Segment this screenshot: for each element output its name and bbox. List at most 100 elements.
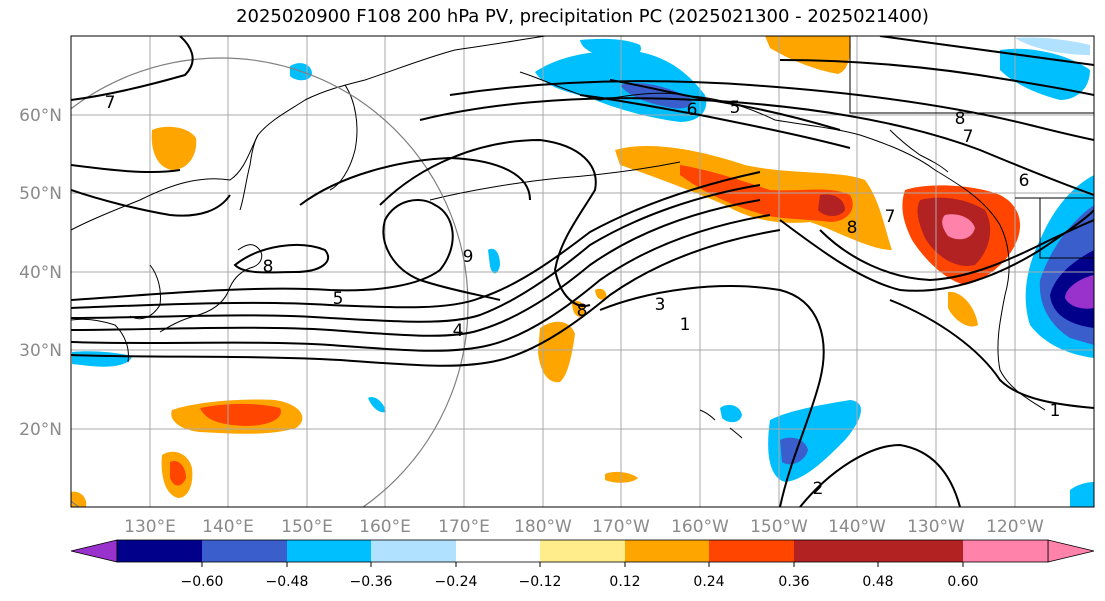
colorbar-tick-label: 0.48 — [862, 574, 893, 590]
contour-label: 7 — [963, 127, 974, 147]
colorbar-tick-label: 0.60 — [947, 574, 978, 590]
colorbar-tick-label: −0.12 — [519, 574, 562, 590]
lat-label: 40°N — [19, 263, 62, 283]
neg-precip-pt1 — [368, 396, 386, 413]
colorbar-tick-label: 0.36 — [778, 574, 809, 590]
contour-label: 8 — [577, 301, 588, 321]
colorbar-segment — [202, 540, 287, 562]
pos-precip-bc-south — [948, 291, 978, 327]
contour-jet-4 — [71, 214, 771, 352]
coast-asia — [71, 36, 546, 231]
colorbar-segment — [287, 540, 371, 562]
colorbar-segment — [709, 540, 794, 562]
contour-label: 5 — [333, 289, 344, 309]
coast-aleutians — [429, 161, 681, 201]
pos-precip-central-small2 — [595, 288, 607, 300]
contour-1-south — [599, 285, 825, 507]
lon-label: 140°W — [828, 517, 886, 537]
contour-loop-8 — [233, 244, 330, 274]
contour-5-north — [609, 79, 841, 131]
colorbar-segment — [456, 540, 540, 562]
contour-jet-1 — [71, 199, 761, 337]
coast-japan — [159, 244, 263, 333]
coast-bc-islands — [889, 129, 949, 173]
contour-north-3 — [779, 59, 1094, 96]
pos-precip-northpac-core — [818, 194, 845, 216]
colorbar-tick-label: −0.60 — [181, 574, 224, 590]
map-title: 2025020900 F108 200 hPa PV, precipitatio… — [236, 6, 929, 27]
map-panel — [71, 36, 1094, 507]
contour-label: 6 — [687, 100, 698, 120]
contour-west-upper — [71, 189, 231, 217]
neg-precip-hawaii-small — [720, 404, 742, 423]
contour-label: 8 — [955, 109, 966, 129]
lat-label: 20°N — [19, 420, 62, 440]
colorbar-tick-label: −0.24 — [435, 574, 478, 590]
lon-label: 140°E — [202, 517, 254, 537]
contour-north-2 — [449, 80, 1094, 141]
contour-label: 1 — [680, 315, 691, 335]
contour-jet-2 — [71, 184, 761, 323]
contour-label: 6 — [1019, 171, 1030, 191]
contour-label: 2 — [813, 479, 824, 499]
lat-label: 60°N — [19, 106, 62, 126]
colorbar: −0.60 −0.48 −0.36 −0.24 −0.12 0.12 0.24 … — [70, 539, 1095, 590]
contour-label: 8 — [263, 257, 274, 277]
neg-precip-bering-core — [620, 83, 692, 109]
contour-west-lower — [71, 164, 181, 174]
contour-label: 9 — [463, 247, 474, 267]
contour-east-lobe-2 — [819, 219, 1094, 282]
map-grid — [71, 36, 1094, 507]
lon-label: 160°W — [671, 517, 729, 537]
pos-precip-sw-blob-core — [170, 460, 186, 486]
colorbar-tick-label: 0.12 — [609, 574, 640, 590]
contour-jet-5 — [71, 229, 781, 367]
contour-label: 5 — [730, 98, 741, 118]
colorbar-segment — [625, 540, 709, 562]
contour-7-west — [71, 36, 194, 101]
colorbar-frame — [116, 539, 1049, 563]
contour-2-south — [799, 443, 961, 507]
lat-label: 50°N — [19, 184, 62, 204]
coast-kamchatka — [329, 84, 358, 191]
colorbar-segment — [117, 540, 202, 562]
contour-jet-3 — [71, 171, 761, 309]
radius-circle — [71, 57, 469, 507]
colorbar-tick-label: 0.24 — [693, 574, 724, 590]
precip-shading — [71, 36, 1094, 507]
colorbar-ticks — [201, 562, 964, 567]
lon-label: 130°E — [124, 517, 176, 537]
neg-precip-se-corner — [1070, 482, 1094, 507]
coast-korea — [129, 264, 161, 320]
contour-label: 7 — [885, 207, 896, 227]
coast-alaska — [519, 71, 1046, 411]
pv-contours — [71, 36, 1094, 507]
latitude-labels: 60°N 50°N 40°N 30°N 20°N — [19, 106, 62, 440]
contour-6-north — [579, 94, 851, 149]
pos-precip-central — [538, 321, 575, 383]
neg-precip-alaska-top — [1015, 37, 1090, 55]
coast-hawaii — [699, 409, 743, 439]
colorbar-segment — [963, 540, 1048, 562]
contour-label-group: 7 5 6 8 7 6 8 9 5 8 4 3 1 7 8 1 2 — [105, 93, 1061, 499]
colorbar-tick-label: −0.36 — [350, 574, 393, 590]
pos-precip-sw-corner — [71, 491, 87, 507]
pos-precip-bc-core — [942, 214, 975, 240]
lon-label: 180°W — [514, 517, 572, 537]
lon-label: 120°W — [986, 517, 1044, 537]
neg-precip-mid — [488, 248, 500, 274]
pos-precip-subtrop-core — [200, 403, 281, 426]
colorbar-tick-label: −0.48 — [266, 574, 309, 590]
colorbar-segment — [878, 540, 963, 562]
longitude-labels: 130°E 140°E 150°E 160°E 170°E 180°W 170°… — [124, 517, 1044, 537]
lon-label: 170°E — [438, 517, 490, 537]
lon-label: 160°E — [359, 517, 411, 537]
contour-big-ridge — [379, 138, 597, 307]
coast-china — [71, 318, 129, 363]
colorbar-segment — [371, 540, 456, 562]
neg-precip-sw — [72, 351, 132, 367]
coast-sakhalin — [239, 134, 259, 211]
lon-label: 170°W — [592, 517, 650, 537]
lon-label: 150°W — [750, 517, 808, 537]
colorbar-extend-low — [70, 539, 118, 563]
